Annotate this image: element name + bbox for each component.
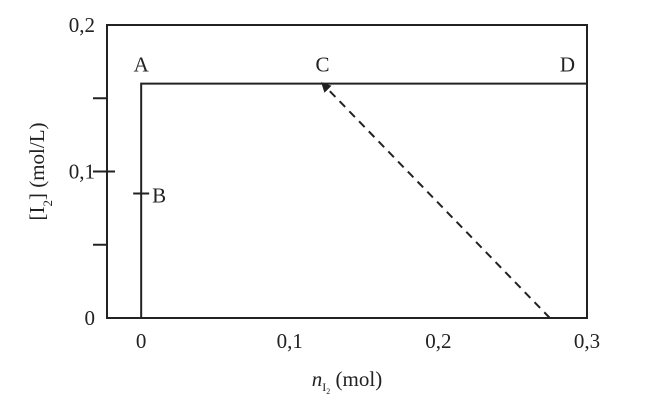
x-axis-label-part: 2 — [326, 387, 330, 396]
x-tick-label: 0,3 — [574, 329, 600, 353]
point-label: B — [152, 183, 166, 207]
dashed-arrow — [321, 82, 551, 319]
x-tick-label: 0 — [136, 329, 147, 353]
x-axis-label-part: I — [322, 380, 326, 394]
x-tick-label: 0,2 — [425, 329, 451, 353]
y-tick-label: 0,2 — [69, 13, 95, 37]
y-tick-label: 0 — [85, 306, 96, 330]
x-axis-label: nI2 (mol) — [312, 367, 382, 396]
point-label: D — [560, 53, 575, 77]
point-label: C — [315, 53, 329, 77]
point-label: A — [134, 53, 150, 77]
y-axis-label-part: ] (mol/L) — [25, 122, 49, 200]
curve — [140, 82, 587, 318]
x-axis-label-part: n — [312, 367, 323, 391]
y-axis-label: [I2] (mol/L) — [25, 122, 55, 220]
y-axis-label-part: [I — [25, 207, 49, 221]
x-tick-label: 0,1 — [277, 329, 303, 353]
plot-frame — [106, 24, 588, 319]
x-axis-label-part: (mol) — [330, 367, 382, 391]
y-tick-label: 0,1 — [69, 160, 95, 184]
y-axis-label-part: 2 — [40, 200, 55, 207]
